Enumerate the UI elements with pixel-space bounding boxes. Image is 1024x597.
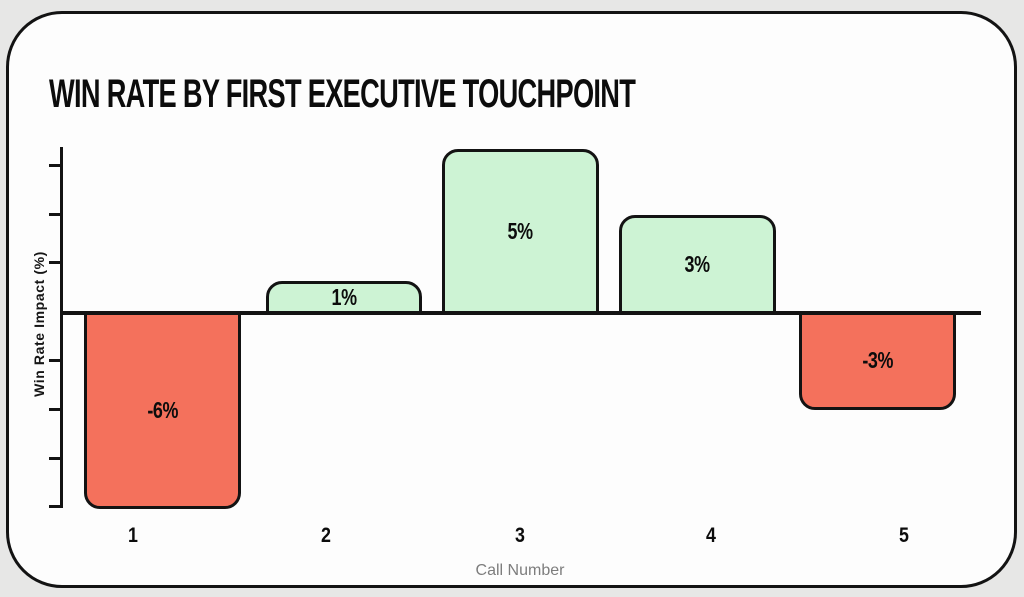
bar-call-5[interactable]: -3% [799, 311, 956, 410]
bar-call-4[interactable]: 3% [619, 215, 776, 314]
x-tick-label-4: 4 [706, 524, 716, 547]
bar-value-label: -6% [147, 396, 178, 423]
bar-value-label: 1% [331, 284, 357, 310]
y-axis-tick [49, 359, 63, 362]
bar-call-3[interactable]: 5% [442, 149, 599, 314]
x-tick-label-3: 3 [515, 524, 525, 547]
bar-value-label: 5% [507, 218, 534, 244]
x-tick-label-1: 1 [128, 524, 138, 547]
y-axis-line [60, 147, 63, 508]
bar-value-label: -3% [862, 347, 893, 373]
bar-value-label: 3% [684, 251, 711, 277]
y-axis-tick [49, 164, 63, 167]
y-axis-tick [49, 261, 63, 264]
bar-call-2[interactable]: 1% [266, 281, 422, 314]
y-axis-tick [49, 408, 63, 411]
plot-area: -6% 1% 5% 3% -3% 1 2 3 4 5 [9, 14, 1014, 585]
y-axis-title: Win Rate Impact (%) [31, 251, 47, 397]
x-tick-label-5: 5 [899, 524, 909, 547]
y-axis-tick [49, 213, 63, 216]
x-tick-label-2: 2 [321, 524, 331, 547]
x-axis-title: Call Number [475, 562, 565, 579]
y-axis-tick [49, 457, 63, 460]
x-axis-zero-line [61, 311, 981, 315]
chart-card: WIN RATE BY FIRST EXECUTIVE TOUCHPOINT -… [6, 11, 1017, 588]
chart-title: WIN RATE BY FIRST EXECUTIVE TOUCHPOINT [49, 72, 636, 116]
bar-call-1[interactable]: -6% [84, 311, 241, 509]
y-axis-tick [49, 505, 63, 508]
